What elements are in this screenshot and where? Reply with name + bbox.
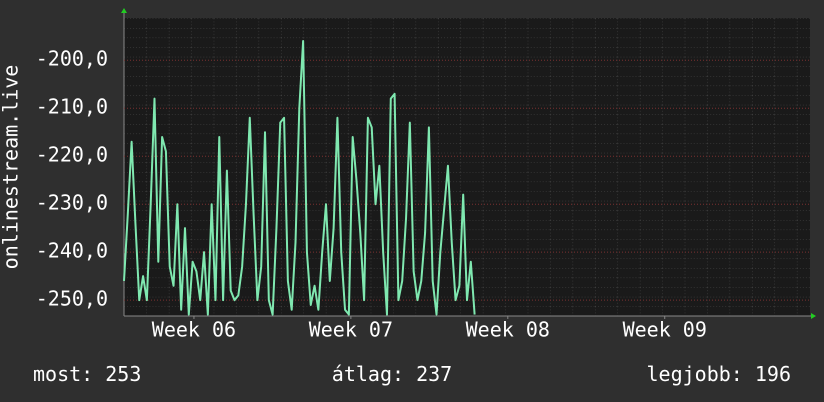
- axis-arrow: [811, 313, 816, 319]
- stat-label: most:: [33, 362, 93, 386]
- y-tick-label: -240,0: [36, 239, 108, 263]
- stat: legjobb: 196: [647, 362, 792, 386]
- x-tick-label: Week 08: [466, 318, 550, 342]
- y-tick-label: -230,0: [36, 191, 108, 215]
- y-tick-label: -200,0: [36, 47, 108, 71]
- stat-value: 196: [755, 362, 791, 386]
- stat-value: 253: [105, 362, 141, 386]
- y-tick-label: -250,0: [36, 287, 108, 311]
- y-tick-label: -210,0: [36, 95, 108, 119]
- x-tick-label: Week 07: [309, 318, 393, 342]
- minor-grid: [124, 18, 810, 316]
- stat-label: legjobb:: [647, 362, 743, 386]
- stat-label: átlag:: [332, 362, 404, 386]
- y-axis-label: onlinestream.live: [0, 65, 23, 270]
- axis-arrow: [121, 8, 127, 13]
- stat: átlag: 237: [332, 362, 452, 386]
- x-tick-label: Week 09: [623, 318, 707, 342]
- stat: most: 253: [33, 362, 141, 386]
- stats: most: 253 átlag: 237 legjobb: 196: [33, 362, 791, 386]
- stat-value: 237: [416, 362, 452, 386]
- y-tick-label: -220,0: [36, 143, 108, 167]
- data-line: [123, 40, 476, 316]
- x-tick-label: Week 06: [152, 318, 236, 342]
